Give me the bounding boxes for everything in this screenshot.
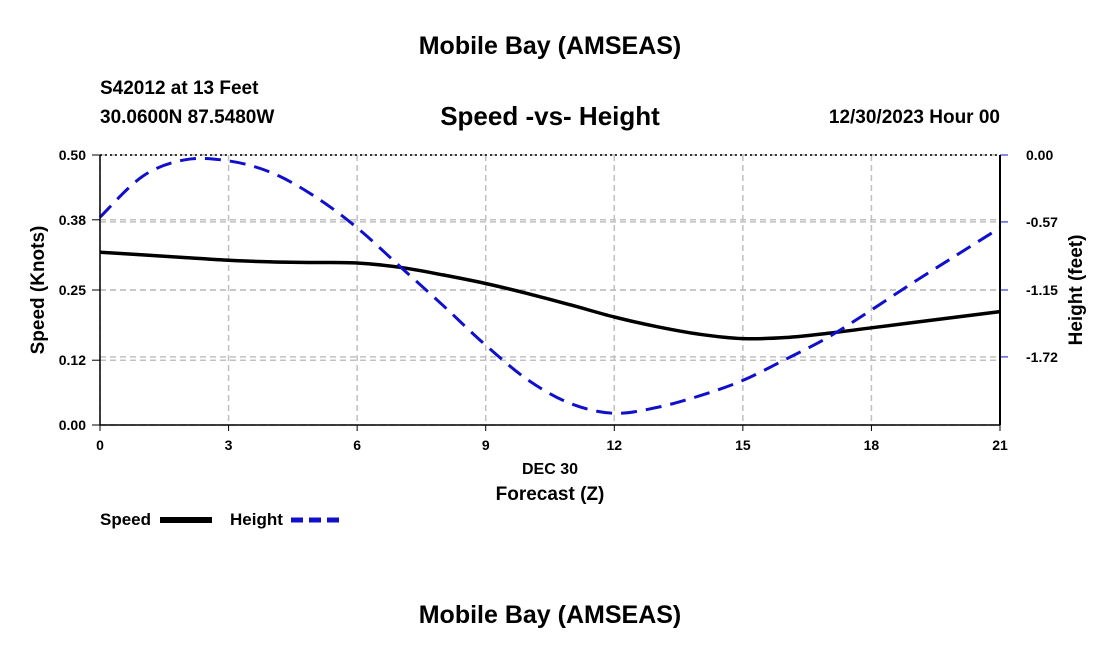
y2-axis-label: Height (feet) bbox=[1066, 235, 1087, 346]
x-axis-label: Forecast (Z) bbox=[496, 484, 605, 505]
y2-tick-label: -1.72 bbox=[1026, 349, 1058, 365]
y-axis-label: Speed (Knots) bbox=[28, 226, 49, 355]
axes bbox=[92, 155, 1008, 431]
x-tick-label: 6 bbox=[353, 437, 361, 453]
x-tick-label: 3 bbox=[225, 437, 233, 453]
x-tick-label: 21 bbox=[992, 437, 1008, 453]
x-tick-label: 0 bbox=[96, 437, 104, 453]
x-tick-label: 12 bbox=[606, 437, 622, 453]
bottom-title: Mobile Bay (AMSEAS) bbox=[0, 601, 1100, 630]
y2-tick-label: -0.57 bbox=[1026, 214, 1058, 230]
y2-tick-label: -1.15 bbox=[1026, 282, 1058, 298]
y-tick-label: 0.38 bbox=[59, 212, 86, 228]
y2-tick-label: 0.00 bbox=[1026, 147, 1053, 163]
series-layer bbox=[100, 158, 1000, 413]
legend-height-label: Height bbox=[230, 510, 283, 529]
grid-lines bbox=[100, 155, 1000, 425]
x-tick-label: 9 bbox=[482, 437, 490, 453]
speed-series-line bbox=[100, 252, 1000, 339]
y-tick-label: 0.50 bbox=[59, 147, 86, 163]
speed-height-chart: 0.00 0.12 0.25 0.38 0.50 0.00 -0.57 -1.15 -1.72 0… bbox=[0, 0, 1100, 650]
height-series-line bbox=[100, 158, 1000, 413]
y-tick-label: 0.00 bbox=[59, 417, 86, 433]
y-tick-label: 0.25 bbox=[59, 282, 86, 298]
x-tick-label: 18 bbox=[864, 437, 880, 453]
y-tick-label: 0.12 bbox=[59, 352, 86, 368]
legend-speed-label: Speed bbox=[100, 510, 151, 529]
x-date-label: DEC 30 bbox=[522, 461, 578, 478]
x-tick-label: 15 bbox=[735, 437, 751, 453]
